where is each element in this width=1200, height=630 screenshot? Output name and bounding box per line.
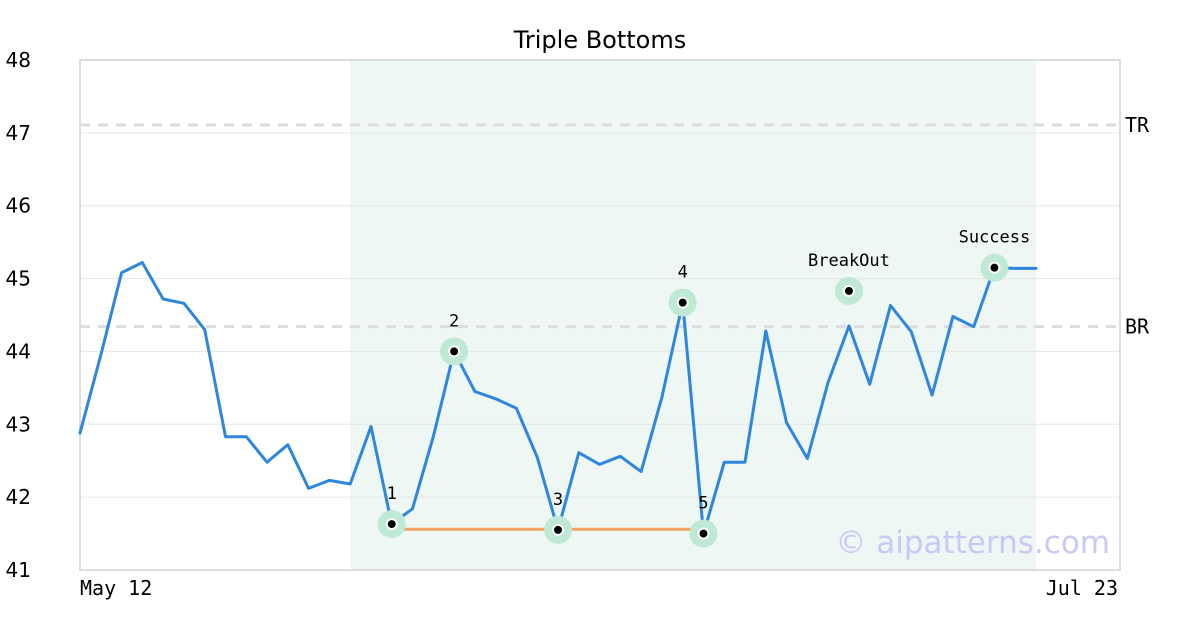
marker-label-success: Success <box>959 228 1031 248</box>
y-tick-43: 43 <box>6 412 31 436</box>
markers-layer: 1 2 3 4 5 BreakOut Success <box>377 228 1031 548</box>
pattern-band-layer <box>350 60 1036 570</box>
watermark: © aipatterns.com <box>835 525 1110 561</box>
y-tick-46: 46 <box>6 194 31 218</box>
marker-dot-1 <box>387 520 396 529</box>
chart-title: Triple Bottoms <box>513 26 687 54</box>
marker-dot-5 <box>699 529 708 538</box>
y-tick-41: 41 <box>6 558 31 582</box>
marker-dot-breakout <box>844 286 853 295</box>
reference-label-br: BR <box>1125 315 1150 339</box>
marker-dot-3 <box>554 525 562 534</box>
marker-dot-4 <box>678 298 687 307</box>
x-tick-end: Jul 23 <box>1046 576 1118 600</box>
marker-dot-2 <box>450 347 459 356</box>
y-tick-42: 42 <box>6 485 31 509</box>
pattern-band <box>350 60 1036 570</box>
marker-label-5: 5 <box>698 494 708 514</box>
marker-label-4: 4 <box>678 263 688 283</box>
marker-label-breakout: BreakOut <box>808 251 890 271</box>
reference-label-tr: TR <box>1125 113 1150 137</box>
y-axis-ticks: 41 42 43 44 45 46 47 48 <box>6 48 31 582</box>
plot-frame <box>79 59 1121 571</box>
marker-label-2: 2 <box>449 311 459 331</box>
y-tick-44: 44 <box>6 339 31 363</box>
y-tick-47: 47 <box>6 121 31 145</box>
marker-label-1: 1 <box>387 484 397 504</box>
y-tick-45: 45 <box>6 267 31 291</box>
x-tick-start: May 12 <box>80 576 152 600</box>
reference-lines-layer: TR BR <box>80 113 1150 339</box>
y-tick-48: 48 <box>6 48 31 72</box>
marker-dot-success <box>990 263 999 272</box>
marker-label-3: 3 <box>553 490 563 510</box>
grid-layer <box>80 132 1120 498</box>
